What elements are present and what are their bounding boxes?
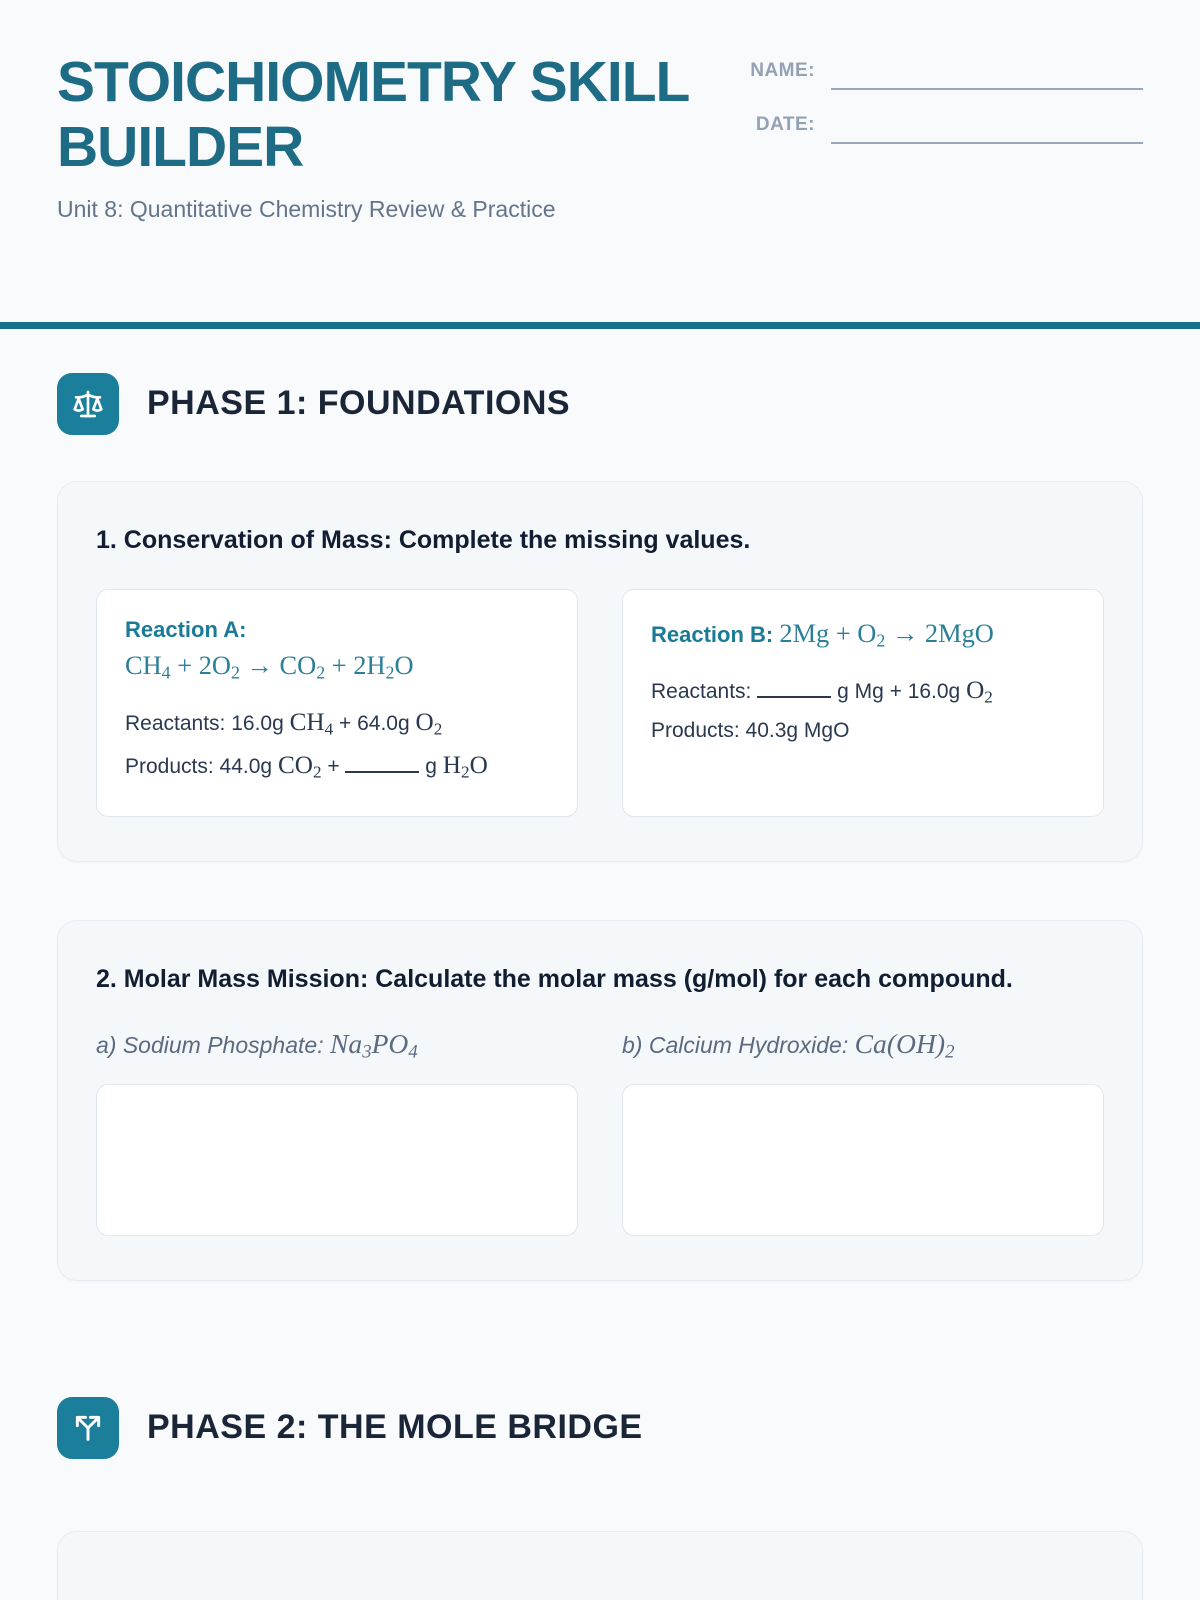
compound-a-column: a) Sodium Phosphate: Na3PO4 bbox=[96, 1028, 578, 1236]
header: STOICHIOMETRY SKILL BUILDER Unit 8: Quan… bbox=[57, 0, 1143, 223]
phase2-header: PHASE 2: THE MOLE BRIDGE bbox=[57, 1396, 1143, 1459]
blank-line[interactable] bbox=[345, 759, 420, 774]
page-title: STOICHIOMETRY SKILL BUILDER bbox=[57, 50, 689, 179]
reaction-a-reactants: Reactants: 16.0g CH4 + 64.0g O2 bbox=[125, 709, 443, 739]
compound-b-formula: Ca(OH)2 bbox=[854, 1027, 955, 1063]
reaction-a-equation: CH4 + 2O2 → CO2 + 2H2O bbox=[125, 649, 414, 683]
date-input-line[interactable] bbox=[831, 114, 1143, 144]
reaction-b-box: Reaction B: 2Mg + O2 → 2MgO Reactants: g… bbox=[622, 588, 1104, 817]
page-subtitle: Unit 8: Quantitative Chemistry Review & … bbox=[57, 195, 556, 222]
reaction-b-products: Products: 40.3g MgO bbox=[651, 718, 850, 742]
compound-a-formula: Na3PO4 bbox=[329, 1027, 418, 1063]
compound-b-label: b) Calcium Hydroxide: Ca(OH)2 bbox=[622, 1027, 1104, 1063]
reaction-a-products: Products: 44.0g CO2 + g H2O bbox=[125, 752, 488, 782]
date-field-row: DATE: bbox=[750, 114, 1143, 144]
question1-card: 1. Conservation of Mass: Complete the mi… bbox=[57, 480, 1143, 862]
reaction-boxes: Reaction A: CH4 + 2O2 → CO2 + 2H2O React… bbox=[96, 588, 1104, 817]
molar-mass-columns: a) Sodium Phosphate: Na3PO4 b) Calcium H… bbox=[96, 1028, 1104, 1236]
compound-b-column: b) Calcium Hydroxide: Ca(OH)2 bbox=[622, 1028, 1104, 1236]
name-input-line[interactable] bbox=[831, 60, 1143, 90]
compound-b-answer-box[interactable] bbox=[622, 1083, 1104, 1236]
reaction-b-header: Reaction B: 2Mg + O2 → 2MgO bbox=[651, 614, 1075, 652]
phase2-card-partial bbox=[57, 1530, 1143, 1600]
name-date-fields: NAME: DATE: bbox=[750, 50, 1143, 223]
reaction-b-reactants: Reactants: g Mg + 16.0g O2 bbox=[651, 677, 993, 707]
reaction-a-values: Reactants: 16.0g CH4 + 64.0g O2 Products… bbox=[125, 701, 549, 788]
compound-a-label: a) Sodium Phosphate: Na3PO4 bbox=[96, 1027, 578, 1063]
reaction-b-values: Reactants: g Mg + 16.0g O2 Products: 40.… bbox=[651, 669, 1075, 748]
reaction-b-equation: 2Mg + O2 → 2MgO bbox=[779, 617, 994, 651]
compound-a-answer-box[interactable] bbox=[96, 1083, 578, 1236]
compound-b-name: b) Calcium Hydroxide: bbox=[622, 1031, 849, 1058]
balance-scale-icon bbox=[57, 372, 119, 435]
blank-line[interactable] bbox=[757, 684, 832, 699]
reaction-a-label: Reaction A: bbox=[125, 616, 247, 642]
phase1-header: PHASE 1: FOUNDATIONS bbox=[57, 372, 1143, 435]
name-field-row: NAME: bbox=[750, 60, 1143, 90]
reaction-b-label: Reaction B: bbox=[651, 621, 774, 647]
phase2-title: PHASE 2: THE MOLE BRIDGE bbox=[147, 1408, 643, 1447]
question2-card: 2. Molar Mass Mission: Calculate the mol… bbox=[57, 919, 1143, 1281]
name-label: NAME: bbox=[750, 60, 815, 81]
reaction-a-box: Reaction A: CH4 + 2O2 → CO2 + 2H2O React… bbox=[96, 588, 578, 817]
phase1-title: PHASE 1: FOUNDATIONS bbox=[147, 384, 571, 423]
date-label: DATE: bbox=[755, 114, 815, 135]
question1-heading: 1. Conservation of Mass: Complete the mi… bbox=[96, 525, 751, 554]
question2-heading: 2. Molar Mass Mission: Calculate the mol… bbox=[96, 964, 1013, 993]
divider-bar bbox=[0, 321, 1200, 329]
header-title-block: STOICHIOMETRY SKILL BUILDER Unit 8: Quan… bbox=[57, 50, 737, 223]
split-arrows-icon bbox=[57, 1396, 119, 1459]
compound-a-name: a) Sodium Phosphate: bbox=[96, 1031, 324, 1058]
